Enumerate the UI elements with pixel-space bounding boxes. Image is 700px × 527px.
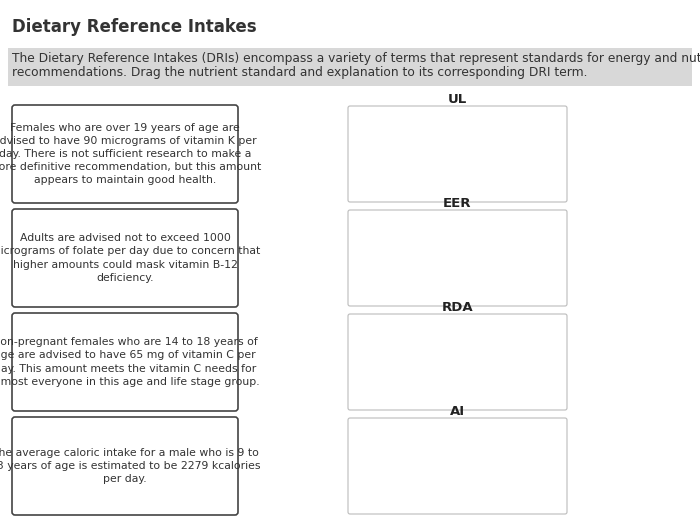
- Text: Adults are advised not to exceed 1000
micrograms of folate per day due to concer: Adults are advised not to exceed 1000 mi…: [0, 233, 260, 283]
- FancyBboxPatch shape: [12, 105, 238, 203]
- Text: The Dietary Reference Intakes (DRIs) encompass a variety of terms that represent: The Dietary Reference Intakes (DRIs) enc…: [12, 52, 700, 65]
- FancyBboxPatch shape: [348, 418, 567, 514]
- Text: EER: EER: [443, 197, 472, 210]
- Text: recommendations. Drag the nutrient standard and explanation to its corresponding: recommendations. Drag the nutrient stand…: [12, 66, 587, 79]
- FancyBboxPatch shape: [348, 210, 567, 306]
- FancyBboxPatch shape: [12, 209, 238, 307]
- FancyBboxPatch shape: [12, 313, 238, 411]
- FancyBboxPatch shape: [348, 106, 567, 202]
- Text: RDA: RDA: [442, 301, 473, 314]
- Text: AI: AI: [450, 405, 465, 418]
- Text: UL: UL: [448, 93, 467, 106]
- Text: The average caloric intake for a male who is 9 to
13 years of age is estimated t: The average caloric intake for a male wh…: [0, 448, 260, 484]
- Text: Females who are over 19 years of age are
advised to have 90 micrograms of vitami: Females who are over 19 years of age are…: [0, 123, 262, 186]
- FancyBboxPatch shape: [8, 48, 692, 86]
- FancyBboxPatch shape: [12, 417, 238, 515]
- FancyBboxPatch shape: [348, 314, 567, 410]
- Text: Dietary Reference Intakes: Dietary Reference Intakes: [12, 18, 257, 36]
- Text: Non-pregnant females who are 14 to 18 years of
age are advised to have 65 mg of : Non-pregnant females who are 14 to 18 ye…: [0, 337, 259, 387]
